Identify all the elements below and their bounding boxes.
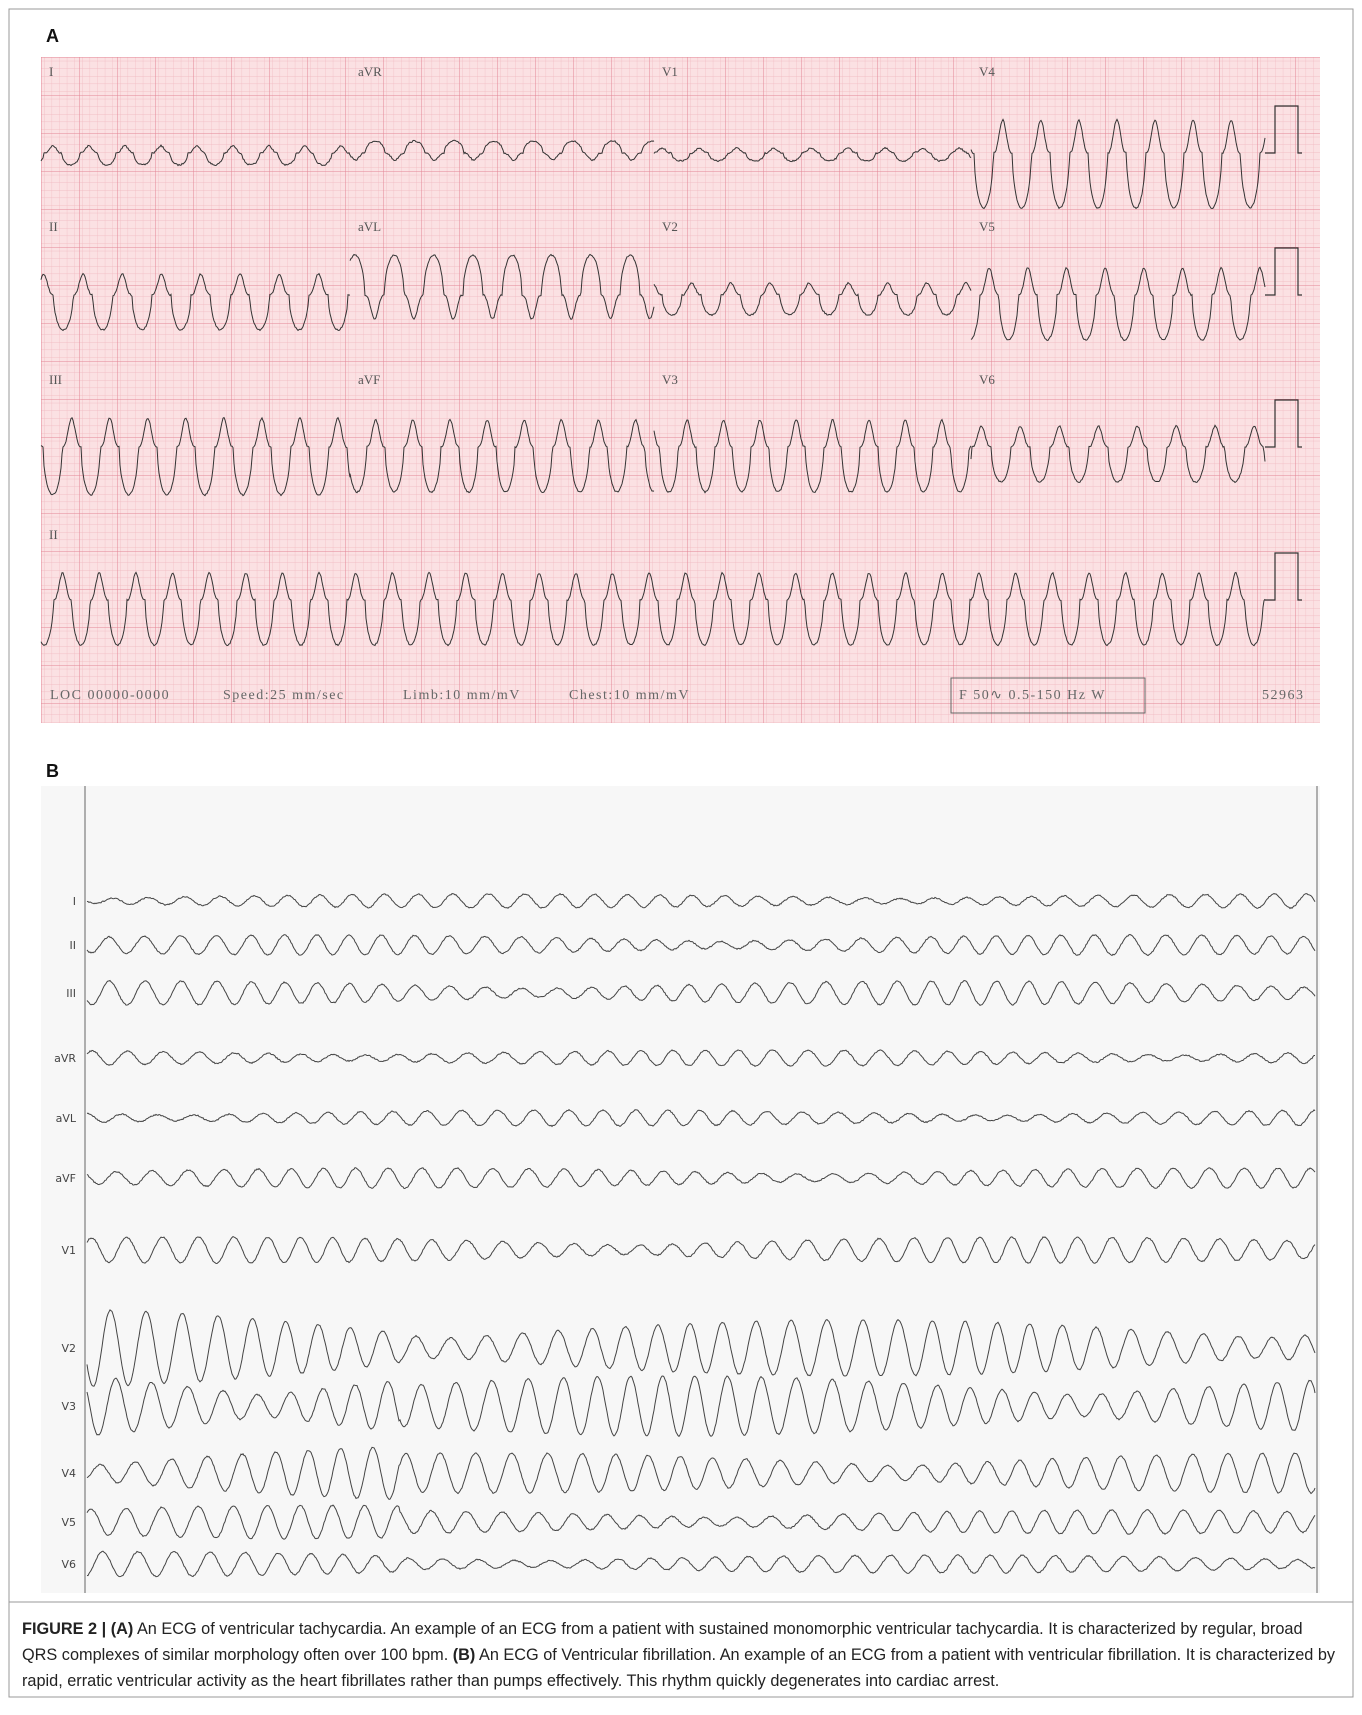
caption-label: (B)	[453, 1646, 476, 1664]
lead-label: aVF	[55, 1172, 76, 1185]
footer-text: LOC 00000-0000	[50, 688, 170, 703]
footer-text: Limb:10 mm/mV	[403, 688, 521, 703]
figure-canvas: A IaVRV1V4IIaVLV2V5IIIaVFV3V6II LOC 0000…	[0, 0, 1362, 1715]
lead-label: I	[49, 64, 53, 79]
lead-label: III	[49, 372, 62, 387]
footer-text: Speed:25 mm/sec	[223, 688, 345, 703]
lead-label: V1	[61, 1244, 76, 1257]
lead-label: aVL	[358, 219, 381, 234]
figure-label: FIGURE 2 |	[22, 1620, 106, 1638]
record-id: 52963	[1262, 688, 1305, 703]
lead-label: V6	[979, 372, 995, 387]
panel-label: A	[46, 26, 59, 46]
lead-label: I	[73, 895, 76, 908]
lead-label: V3	[61, 1400, 76, 1413]
lead-label: V6	[61, 1558, 76, 1571]
lead-label: V5	[979, 219, 995, 234]
figure: A IaVRV1V4IIaVLV2V5IIIaVFV3V6II LOC 0000…	[0, 0, 1362, 1715]
lead-label: II	[49, 527, 58, 542]
ecg-panel-b	[41, 786, 1320, 1593]
lead-label: aVR	[358, 64, 382, 79]
caption-label: (A)	[111, 1620, 134, 1638]
filter-text: F 50∿ 0.5-150 Hz W	[959, 688, 1106, 703]
lead-label: V5	[61, 1516, 76, 1529]
lead-label: V4	[61, 1467, 76, 1480]
lead-label: aVR	[54, 1052, 76, 1065]
lead-label: aVF	[358, 372, 380, 387]
panel-label: B	[46, 761, 59, 781]
lead-label: II	[70, 939, 77, 952]
ecg-grid	[41, 57, 1320, 723]
lead-label: V2	[662, 219, 678, 234]
lead-label: V4	[979, 64, 995, 79]
lead-label: II	[49, 219, 58, 234]
lead-label: V1	[662, 64, 678, 79]
lead-label: aVL	[56, 1112, 77, 1125]
lead-label: V2	[61, 1342, 76, 1355]
lead-label: V3	[662, 372, 678, 387]
lead-label: III	[66, 987, 76, 1000]
footer-text: Chest:10 mm/mV	[569, 688, 690, 703]
caption: FIGURE 2 | (A) An ECG of ventricular tac…	[22, 1616, 1342, 1694]
